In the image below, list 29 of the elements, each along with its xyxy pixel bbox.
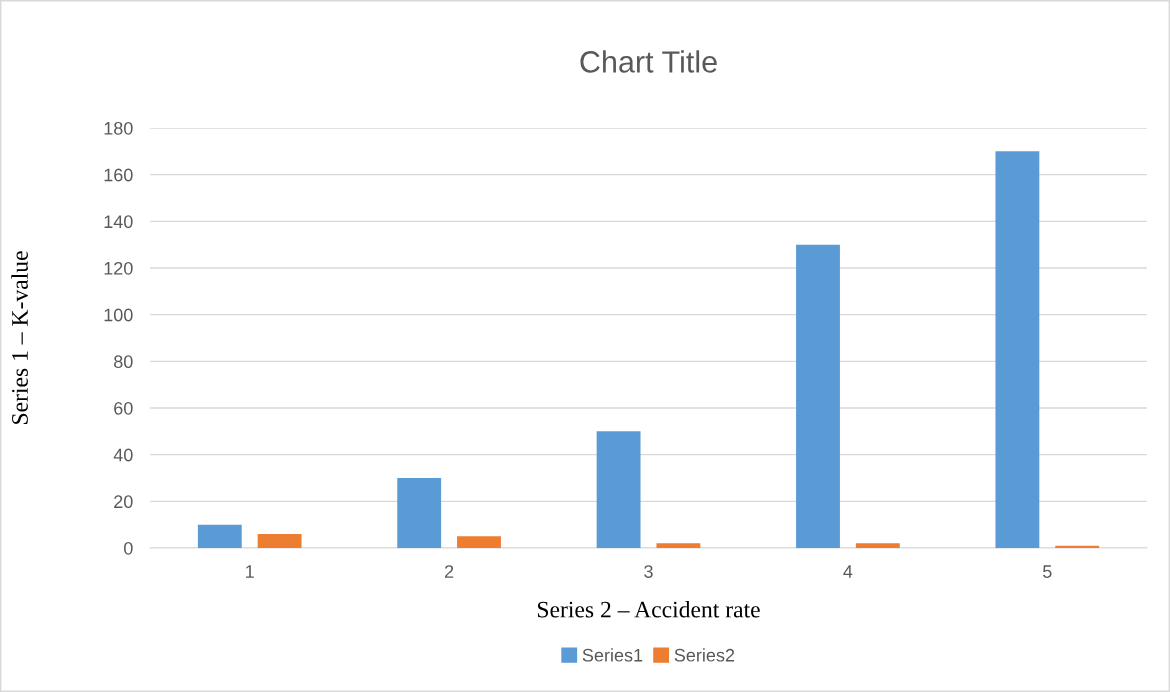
x-tick-label: 2 <box>444 565 454 578</box>
y-tick-label: 40 <box>113 448 133 462</box>
bar <box>796 244 840 548</box>
chart-title: Chart Title <box>580 50 717 73</box>
x-tick-label: 4 <box>843 565 853 578</box>
y-tick-label: 140 <box>104 215 133 229</box>
x-tick-label: 1 <box>246 565 254 578</box>
x-tick-label: 5 <box>1043 565 1052 578</box>
legend-label: Series1 <box>582 648 643 662</box>
y-tick-label: 60 <box>114 401 133 415</box>
bar <box>197 524 242 548</box>
bar <box>397 478 442 548</box>
y-tick-label: 120 <box>104 261 133 275</box>
bar <box>596 431 641 548</box>
bar <box>457 536 501 548</box>
x-axis-title: Series 2 – Accident rate <box>537 600 760 618</box>
legend-label: Series2 <box>674 648 735 662</box>
bar <box>995 151 1040 548</box>
bar <box>656 543 701 548</box>
x-tick-label: 3 <box>644 565 653 578</box>
bar <box>257 534 302 548</box>
y-tick-label: 100 <box>104 308 133 322</box>
y-tick-label: 180 <box>104 121 133 135</box>
bar <box>855 543 900 548</box>
y-tick-label: 80 <box>114 355 133 369</box>
y-tick-label: 160 <box>104 168 133 182</box>
y-axis-title: Series 1 – K-value <box>11 251 28 424</box>
y-tick-label: 20 <box>114 495 133 509</box>
y-tick-label: 0 <box>124 541 133 555</box>
